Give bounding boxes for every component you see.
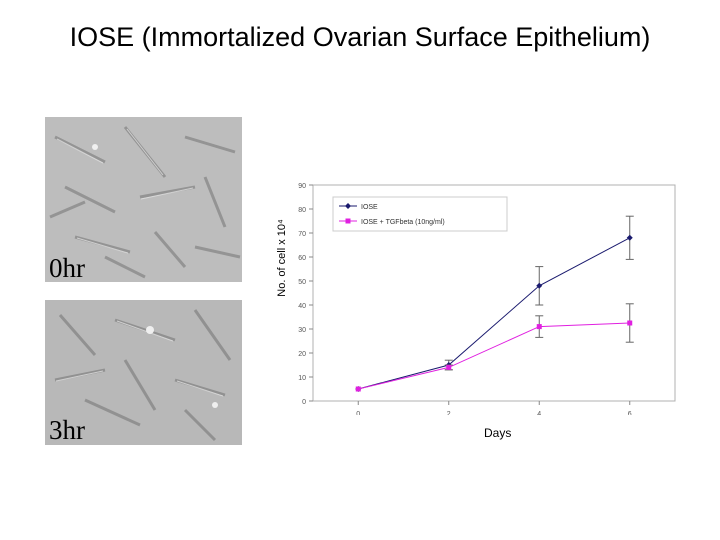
data-point-1 [626, 234, 633, 241]
timepoint-label-0hr: 0hr [49, 253, 85, 282]
data-point-1 [536, 282, 543, 289]
x-tick-label: 4 [537, 411, 541, 415]
micrograph-0hr-image [45, 117, 242, 282]
micrograph-0hr: 0hr [45, 117, 242, 282]
y-tick-label: 80 [298, 207, 306, 214]
data-point-2 [627, 320, 633, 326]
legend-box [332, 196, 508, 232]
y-tick-label: 30 [298, 327, 306, 334]
y-tick-label: 40 [298, 303, 306, 310]
x-tick-label: 6 [628, 411, 632, 415]
series-line-1 [358, 237, 630, 390]
timepoint-label-3hr: 3hr [49, 415, 85, 445]
data-point-2 [446, 364, 452, 370]
slide-title: IOSE (Immortalized Ovarian Surface Epith… [69, 22, 651, 52]
y-tick-label: 60 [298, 255, 306, 262]
y-tick-label: 70 [298, 231, 306, 238]
x-axis-label: Days [484, 426, 512, 440]
x-tick-label: 2 [447, 411, 451, 415]
data-point-2 [355, 386, 361, 392]
y-tick-label: 20 [298, 351, 306, 358]
legend-label: IOSE + TGFbeta (10ng/ml) [361, 219, 445, 226]
growth-chart: 0 10 20 30 40 50 60 70 80 90 0 2 4 6 IOSE IOSE + TGFbet… [298, 183, 676, 415]
data-point-2 [536, 324, 542, 330]
legend-label: IOSE [361, 204, 378, 211]
legend-marker [345, 203, 351, 209]
y-tick-label: 0 [302, 399, 306, 406]
series-line-2 [358, 322, 630, 390]
y-tick-label: 50 [298, 279, 306, 286]
legend-marker [345, 218, 351, 224]
micrograph-3hr-image [45, 300, 242, 445]
y-tick-label: 10 [298, 375, 306, 382]
micrograph-3hr: 3hr [45, 300, 242, 445]
x-tick-label: 0 [356, 411, 360, 415]
y-tick-label: 90 [298, 183, 306, 190]
